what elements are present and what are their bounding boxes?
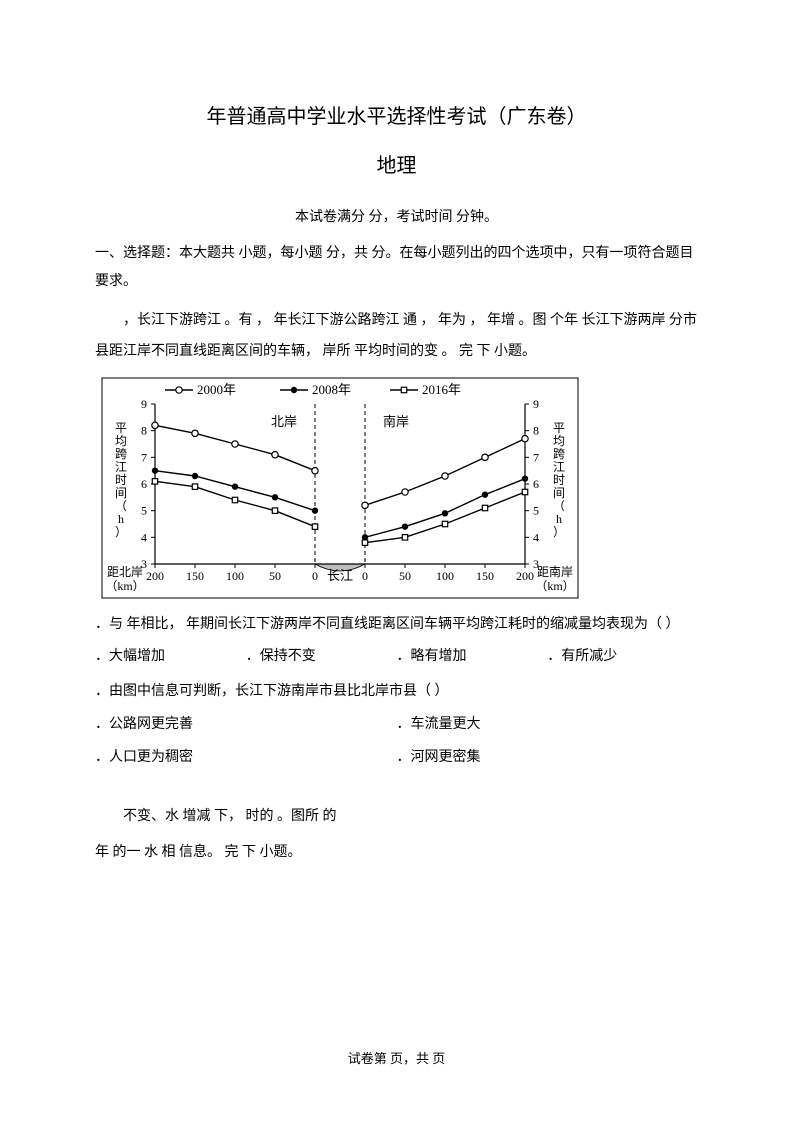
svg-text:8: 8 <box>533 423 539 437</box>
svg-text:150: 150 <box>476 569 494 583</box>
svg-text:4: 4 <box>533 530 539 544</box>
stem-1: ，长江下游跨江 。有 ， 年长江下游公路跨江 通 ， 年为 ， 年增 。图 个年… <box>95 306 698 368</box>
svg-text:5: 5 <box>533 503 539 517</box>
svg-text:）: ） <box>115 525 127 539</box>
svg-text:50: 50 <box>269 569 281 583</box>
question-2: ．由图中信息可判断，长江下游南岸市县比北岸市县（ ） <box>95 677 698 708</box>
svg-text:h: h <box>556 512 562 526</box>
svg-text:5: 5 <box>141 503 147 517</box>
svg-text:江: 江 <box>115 460 127 474</box>
stem-2-line1: 不变、水 增减 下， 时的 。图所 的 <box>95 802 698 833</box>
svg-text:（: （ <box>115 499 127 513</box>
page-footer: 试卷第 页，共 页 <box>0 1048 793 1067</box>
title-sub: 地理 <box>95 149 698 178</box>
svg-text:平: 平 <box>553 421 565 435</box>
svg-text:（: （ <box>553 499 565 513</box>
option-1d: ．有所减少 <box>547 642 698 673</box>
svg-text:平: 平 <box>115 421 127 435</box>
svg-text:时: 时 <box>553 473 565 487</box>
option-2a: ．公路网更完善 <box>95 710 397 741</box>
option-1a: ．大幅增加 <box>95 642 246 673</box>
section-1-heading: 一、选择题：本大题共 小题，每小题 分，共 分。在每小题列出的四个选项中，只有一… <box>95 240 698 296</box>
svg-text:间: 间 <box>115 486 127 500</box>
svg-text:江: 江 <box>553 460 565 474</box>
svg-text:50: 50 <box>399 569 411 583</box>
figure-crossing-time-chart: 2000年2008年2016年3344556677889920015010050… <box>95 374 698 604</box>
question-2-options-row1: ．公路网更完善 ．车流量更大 <box>95 710 698 741</box>
svg-text:6: 6 <box>533 477 539 491</box>
svg-text:7: 7 <box>141 450 147 464</box>
svg-text:距北岸: 距北岸 <box>107 565 143 579</box>
svg-text:北岸: 北岸 <box>271 414 297 429</box>
svg-text:6: 6 <box>141 477 147 491</box>
svg-text:跨: 跨 <box>115 447 127 461</box>
svg-text:8: 8 <box>141 423 147 437</box>
svg-text:时: 时 <box>115 473 127 487</box>
svg-text:（km）: （km） <box>105 579 144 593</box>
svg-text:100: 100 <box>436 569 454 583</box>
stem-2-line2: 年 的一 水 相 信息。 完 下 小题。 <box>95 838 698 869</box>
svg-text:0: 0 <box>312 569 318 583</box>
option-2c: ．人口更为稠密 <box>95 743 397 774</box>
svg-text:均: 均 <box>115 434 127 448</box>
svg-text:200: 200 <box>146 569 164 583</box>
title-main: 年普通高中学业水平选择性考试（广东卷） <box>95 100 698 129</box>
svg-text:150: 150 <box>186 569 204 583</box>
svg-text:（km）: （km） <box>535 579 574 593</box>
svg-text:距南岸: 距南岸 <box>537 564 573 579</box>
option-1b: ．保持不变 <box>246 642 397 673</box>
exam-info: 本试卷满分 分，考试时间 分钟。 <box>95 206 698 226</box>
svg-text:4: 4 <box>141 530 147 544</box>
option-1c: ．略有增加 <box>397 642 548 673</box>
svg-text:间: 间 <box>553 486 565 500</box>
svg-text:长江: 长江 <box>327 568 353 583</box>
svg-text:0: 0 <box>362 569 368 583</box>
question-1: ．与 年相比， 年期间长江下游两岸不同直线距离区间车辆平均跨江耗时的缩减量均表现… <box>95 610 698 641</box>
svg-text:200: 200 <box>516 569 534 583</box>
svg-text:9: 9 <box>533 397 539 411</box>
svg-text:2008年: 2008年 <box>312 382 351 397</box>
question-1-options: ．大幅增加 ．保持不变 ．略有增加 ．有所减少 <box>95 642 698 673</box>
question-2-options-row2: ．人口更为稠密 ．河网更密集 <box>95 743 698 774</box>
svg-text:100: 100 <box>226 569 244 583</box>
option-2d: ．河网更密集 <box>397 743 699 774</box>
svg-text:）: ） <box>553 525 565 539</box>
svg-text:7: 7 <box>533 450 539 464</box>
option-2b: ．车流量更大 <box>397 710 699 741</box>
svg-text:2000年: 2000年 <box>197 382 236 397</box>
svg-text:跨: 跨 <box>553 447 565 461</box>
svg-text:南岸: 南岸 <box>383 414 409 429</box>
svg-text:h: h <box>118 512 124 526</box>
svg-text:均: 均 <box>553 434 565 448</box>
svg-text:2016年: 2016年 <box>422 382 461 397</box>
svg-text:9: 9 <box>141 397 147 411</box>
